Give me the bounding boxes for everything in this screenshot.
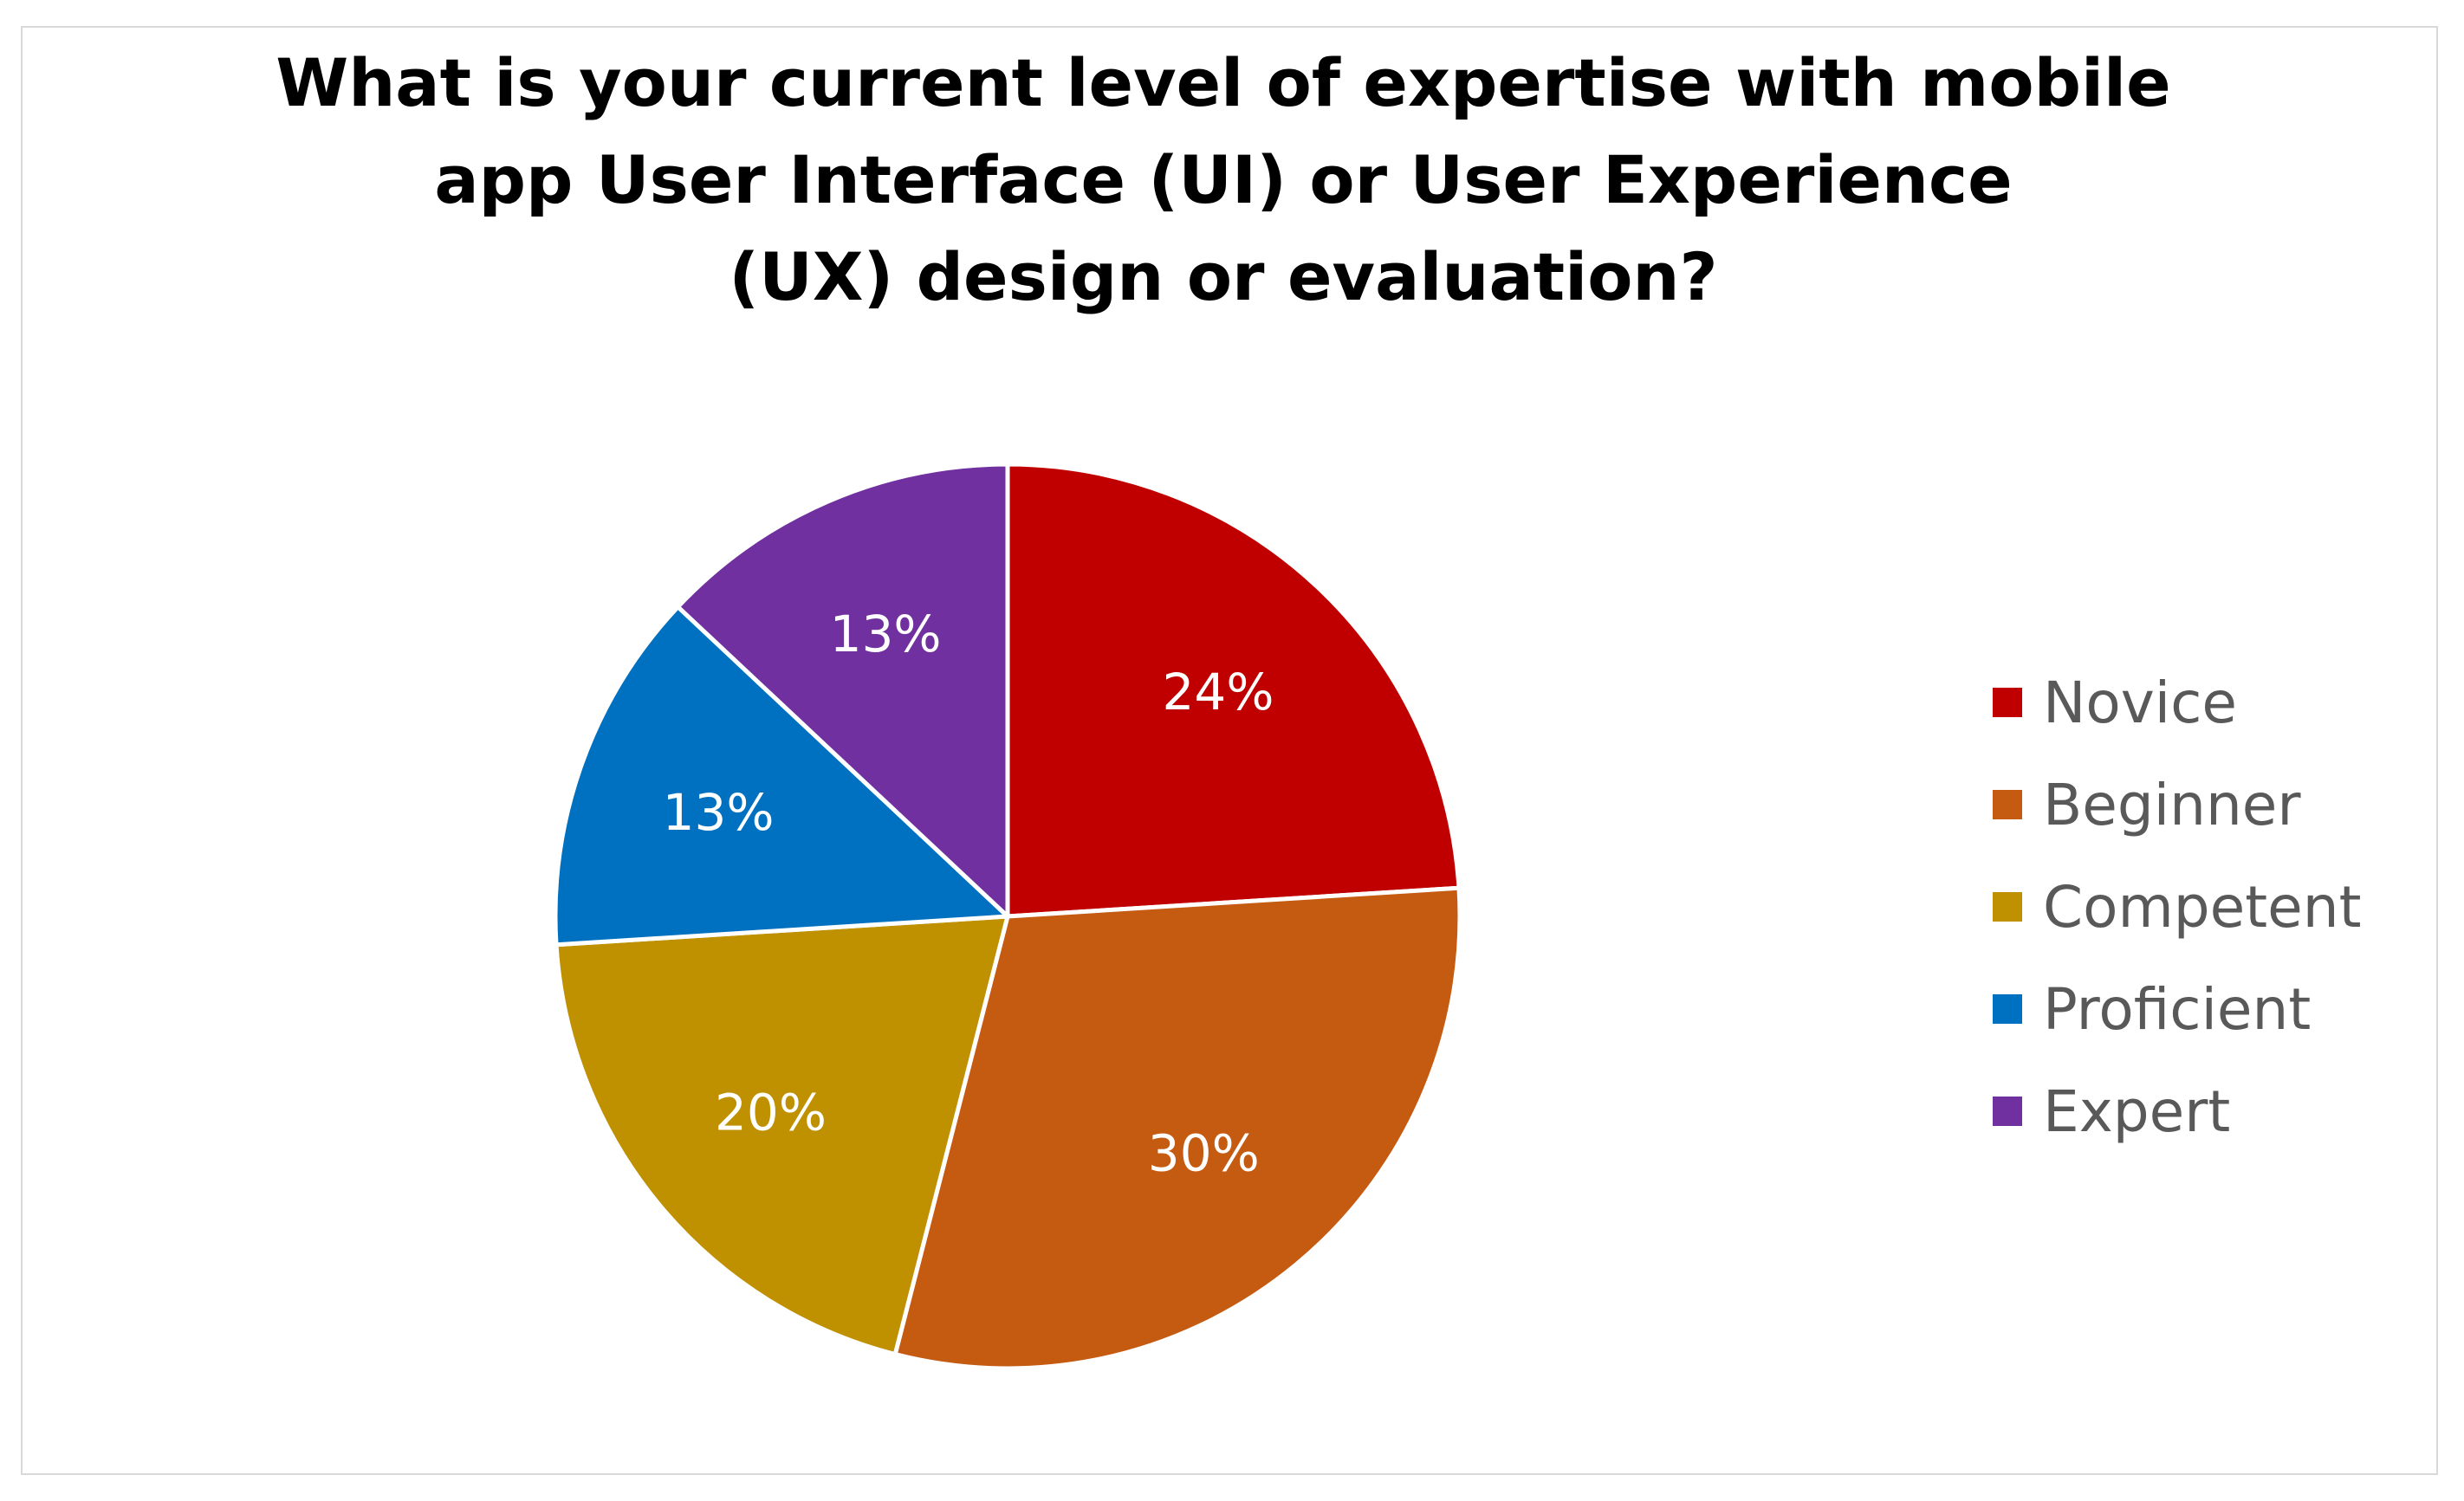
legend-item-expert: Expert — [1993, 1060, 2361, 1162]
legend-label: Beginner — [2043, 771, 2301, 838]
data-label-competent: 20% — [715, 1083, 827, 1142]
legend-item-novice: Novice — [1993, 651, 2361, 754]
data-label-novice: 24% — [1163, 663, 1274, 721]
legend-swatch — [1993, 994, 2022, 1024]
pie-slice-novice — [1005, 462, 1462, 919]
legend-swatch — [1993, 1097, 2022, 1126]
legend-label: Proficient — [2043, 975, 2312, 1043]
data-label-expert: 13% — [830, 605, 942, 663]
legend-item-competent: Competent — [1993, 856, 2361, 958]
chart-title: What is your current level of expertise … — [173, 35, 2273, 326]
pie-slice-expert — [675, 462, 1010, 919]
pie-slice-competent — [554, 914, 1010, 1357]
data-label-beginner: 30% — [1148, 1124, 1260, 1183]
chart-legend: Novice Beginner Competent Proficient Expert — [1993, 651, 2361, 1162]
chart-title-line-3: (UX) design or evaluation? — [729, 238, 1718, 315]
legend-item-beginner: Beginner — [1993, 754, 2361, 856]
legend-swatch — [1993, 688, 2022, 717]
legend-item-proficient: Proficient — [1993, 958, 2361, 1060]
legend-swatch — [1993, 790, 2022, 819]
chart-title-line-1: What is your current level of expertise … — [276, 44, 2171, 121]
pie-slice-beginner — [892, 885, 1462, 1371]
data-label-proficient: 13% — [663, 783, 775, 842]
legend-label: Novice — [2043, 669, 2238, 736]
legend-swatch — [1993, 892, 2022, 922]
chart-title-line-2: app User Interface (UI) or User Experien… — [434, 141, 2013, 218]
legend-label: Expert — [2043, 1077, 2231, 1145]
pie-slice-proficient — [553, 605, 1010, 948]
legend-label: Competent — [2043, 873, 2362, 941]
